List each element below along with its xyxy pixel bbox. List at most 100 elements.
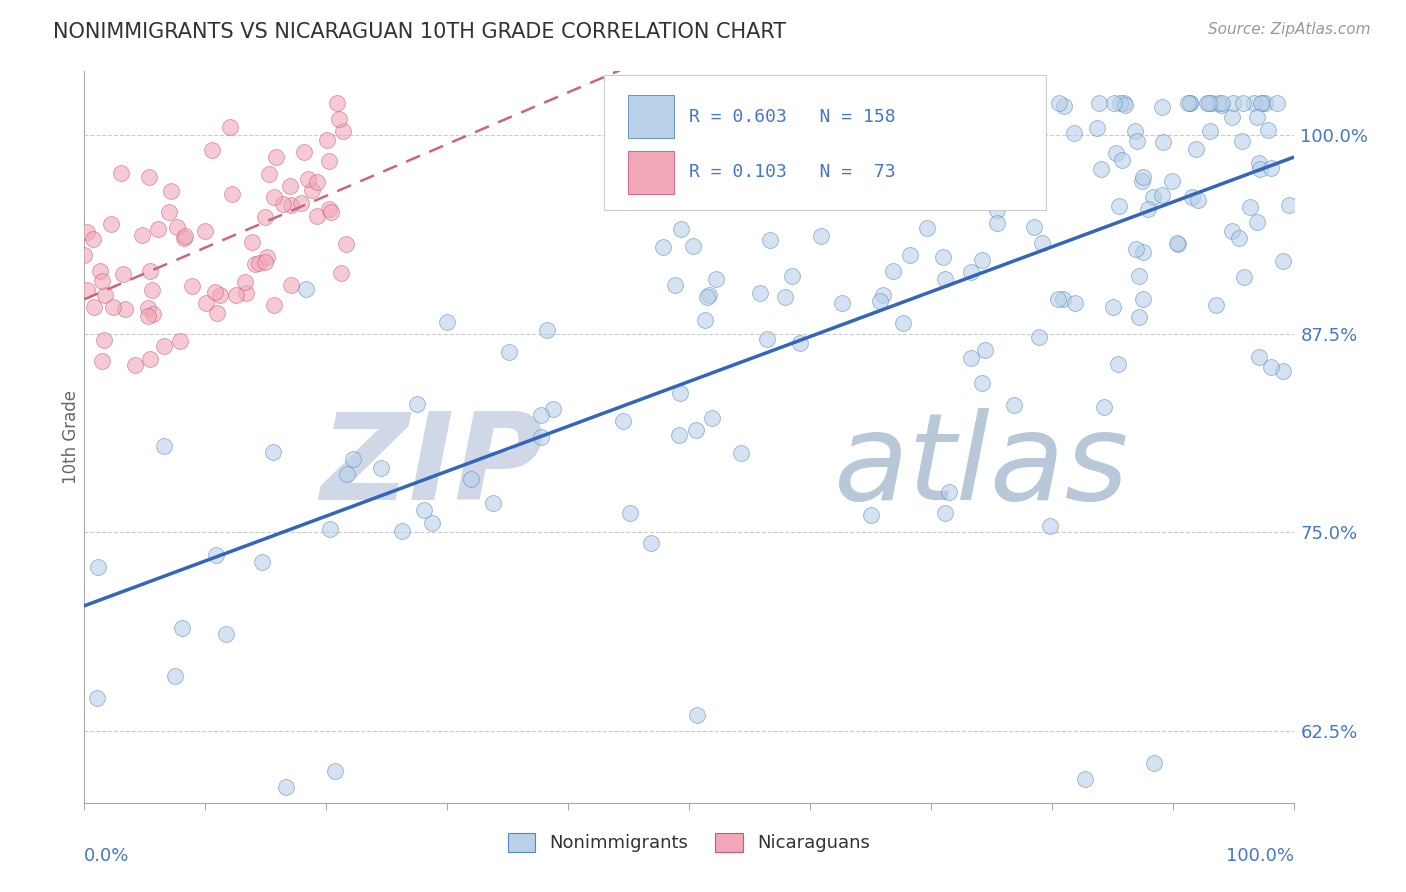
- Point: [893, 316, 915, 330]
- Point: [1187, 194, 1209, 208]
- Point: [254, 255, 277, 269]
- Point: [195, 296, 218, 310]
- Point: [696, 290, 718, 304]
- Point: [1197, 96, 1219, 111]
- Point: [1246, 215, 1268, 229]
- Point: [204, 285, 226, 299]
- Point: [702, 410, 724, 425]
- Point: [90, 353, 112, 368]
- Point: [73, 248, 96, 262]
- Point: [318, 153, 340, 168]
- Point: [869, 293, 891, 308]
- Point: [316, 132, 339, 146]
- Point: [250, 555, 273, 569]
- Point: [93, 333, 115, 347]
- Point: [1090, 162, 1112, 177]
- Point: [124, 358, 146, 372]
- Point: [146, 222, 169, 236]
- Point: [612, 413, 634, 427]
- Point: [530, 430, 553, 444]
- Point: [1107, 357, 1129, 371]
- Point: [891, 147, 914, 161]
- Point: [259, 168, 281, 182]
- Point: [405, 397, 427, 411]
- Point: [1199, 124, 1222, 138]
- Point: [970, 376, 993, 390]
- Point: [1092, 400, 1115, 414]
- Point: [139, 351, 162, 366]
- Point: [460, 472, 482, 486]
- Point: [986, 216, 1008, 230]
- Point: [1257, 123, 1279, 137]
- Point: [136, 309, 159, 323]
- Point: [1181, 190, 1204, 204]
- Point: [1063, 126, 1085, 140]
- Point: [1074, 772, 1097, 786]
- Point: [1114, 98, 1136, 112]
- Point: [1251, 96, 1274, 111]
- FancyBboxPatch shape: [605, 75, 1046, 211]
- Point: [157, 204, 180, 219]
- Point: [898, 248, 921, 262]
- Point: [240, 235, 263, 249]
- Point: [882, 264, 904, 278]
- Point: [111, 267, 134, 281]
- Point: [1052, 292, 1074, 306]
- Point: [1125, 134, 1147, 148]
- Point: [114, 302, 136, 317]
- Point: [1177, 96, 1199, 111]
- Text: R = 0.603   N = 158: R = 0.603 N = 158: [689, 108, 896, 126]
- Point: [1167, 236, 1189, 251]
- Point: [1247, 156, 1270, 170]
- Point: [166, 219, 188, 234]
- Point: [1222, 96, 1244, 111]
- Point: [986, 194, 1008, 208]
- Point: [205, 305, 228, 319]
- Point: [1211, 96, 1233, 111]
- Point: [1227, 231, 1250, 245]
- Point: [1209, 98, 1232, 112]
- Point: [170, 621, 193, 635]
- Text: ZIP: ZIP: [321, 408, 544, 524]
- Point: [82, 231, 104, 245]
- Point: [973, 343, 995, 357]
- Point: [1132, 292, 1154, 306]
- Point: [699, 288, 721, 302]
- Point: [1205, 298, 1227, 312]
- Point: [541, 401, 564, 416]
- Point: [1087, 120, 1109, 135]
- Point: [669, 222, 692, 236]
- Point: [1022, 220, 1045, 235]
- Point: [934, 272, 956, 286]
- Point: [1220, 224, 1243, 238]
- Point: [153, 439, 176, 453]
- Point: [318, 202, 340, 217]
- Point: [110, 166, 132, 180]
- Point: [1109, 96, 1132, 111]
- Point: [1249, 161, 1271, 176]
- Point: [938, 485, 960, 500]
- Point: [706, 272, 728, 286]
- Point: [204, 548, 226, 562]
- Point: [1250, 96, 1272, 111]
- Point: [652, 239, 675, 253]
- Point: [986, 202, 1008, 217]
- Point: [481, 496, 503, 510]
- Point: [1260, 161, 1282, 175]
- Point: [664, 277, 686, 292]
- Point: [972, 253, 994, 268]
- Point: [1271, 364, 1294, 378]
- Point: [1243, 96, 1265, 111]
- Point: [775, 290, 797, 304]
- Point: [263, 190, 285, 204]
- Point: [1105, 145, 1128, 160]
- Point: [233, 275, 256, 289]
- Point: [1136, 202, 1159, 216]
- Point: [682, 239, 704, 253]
- Point: [131, 227, 153, 242]
- Point: [221, 186, 243, 201]
- Point: [1247, 350, 1270, 364]
- Text: Source: ZipAtlas.com: Source: ZipAtlas.com: [1208, 22, 1371, 37]
- Point: [280, 278, 302, 293]
- Point: [1220, 110, 1243, 124]
